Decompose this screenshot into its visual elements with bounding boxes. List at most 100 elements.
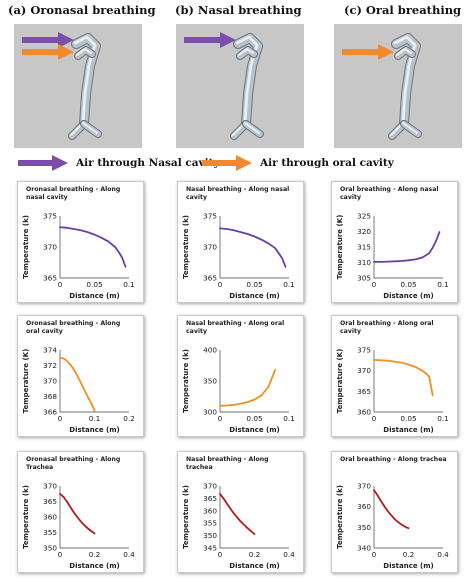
temperature-series-line	[59, 492, 96, 535]
chart-title: cavity	[186, 328, 207, 335]
y-tick-label: 368	[43, 392, 57, 401]
chart-axes	[373, 216, 443, 279]
chart-axes	[59, 350, 129, 413]
x-axis-label: Distance (m)	[229, 562, 279, 570]
x-tick-label: 0.2	[123, 414, 135, 423]
x-axis-label: Distance (m)	[69, 426, 119, 434]
x-tick-label: 0.05	[246, 414, 262, 423]
chart-axes	[219, 350, 289, 413]
chart-title: Trachea	[26, 464, 53, 471]
x-axis-label: Distance (m)	[229, 292, 279, 300]
temperature-series-line	[59, 226, 127, 268]
y-tick-label: 400	[203, 346, 217, 355]
legend-item-nasal: Air through Nasal cavity	[18, 154, 220, 172]
y-axis-label: Temperature (K)	[336, 215, 344, 280]
y-axis-label: Temperature (k)	[22, 485, 30, 549]
x-tick-label: 0.1	[437, 414, 449, 423]
x-axis-label: Distance (m)	[383, 562, 433, 570]
airway-model-oral	[334, 24, 462, 148]
x-tick-label: 0.1	[283, 280, 295, 289]
airway-model-drawing	[334, 24, 462, 148]
legend-item-oral: Air through oral cavity	[202, 154, 394, 172]
orange-arrow-icon	[202, 155, 252, 171]
y-tick-label: 365	[203, 274, 217, 283]
y-tick-label: 305	[357, 274, 371, 283]
x-tick-label: 0.1	[89, 414, 101, 423]
y-tick-label: 360	[43, 513, 57, 522]
y-axis-label: Temperature (k)	[22, 215, 30, 279]
chart-axes	[373, 486, 443, 549]
chart-title: oral cavity	[26, 328, 63, 335]
legend-nasal-arrow-shaft	[18, 160, 54, 166]
chart-title: cavity	[340, 328, 361, 335]
y-axis-label: Temperature (k)	[182, 349, 190, 413]
legend-oral-arrow-head	[236, 155, 252, 171]
chart-title: cavity	[186, 194, 207, 201]
y-tick-label: 355	[203, 519, 217, 528]
x-tick-label: 0.2	[403, 550, 415, 559]
x-tick-label: 0	[58, 280, 63, 289]
chart-panel-nasal-trachea: Nasal breathing - Along trachea 345 350 355 3…	[177, 451, 304, 573]
y-tick-label: 325	[357, 212, 371, 221]
chart-title: Oral breathing - Along trachea	[340, 456, 447, 463]
temperature-series-line	[219, 493, 256, 535]
legend-nasal-arrow-head	[52, 155, 68, 171]
y-tick-label: 300	[203, 408, 217, 417]
oral-airflow-arrow-icon	[22, 44, 74, 60]
x-tick-label: 0.1	[437, 280, 449, 289]
x-tick-label: 0	[372, 414, 377, 423]
temperature-series-line	[373, 231, 441, 263]
column-title-nasal: (b) Nasal breathing	[175, 3, 302, 17]
x-axis-label: Distance (m)	[383, 292, 433, 300]
airway-model-oronasal	[14, 24, 142, 148]
chart-title: cavity	[340, 194, 361, 201]
chart-axes	[219, 216, 289, 279]
chart-axes	[59, 486, 129, 549]
chart-title: Oronasal breathing - Along	[26, 186, 120, 193]
chart-axes	[59, 216, 129, 279]
y-tick-label: 315	[357, 243, 371, 252]
chart-title: Oronasal breathing - Along	[26, 456, 120, 463]
x-tick-label: 0.05	[400, 414, 416, 423]
temperature-series-line	[219, 227, 287, 268]
x-tick-label: 0.05	[400, 280, 416, 289]
y-axis-label: Temperature (K)	[22, 349, 30, 414]
x-tick-label: 0	[218, 414, 223, 423]
y-axis-label: Temperature (k)	[182, 215, 190, 279]
chart-axes	[373, 350, 443, 413]
y-tick-label: 375	[43, 212, 57, 221]
chart-panel-oral-trachea: Oral breathing - Along trachea 340 350 360 3…	[331, 451, 458, 573]
chart-title: Oral breathing - Along oral	[340, 320, 434, 327]
y-tick-label: 365	[203, 494, 217, 503]
chart-panel-oral-nasal-cavity: Oral breathing - Along nasal cavity 305 310…	[331, 181, 458, 303]
x-axis-label: Distance (m)	[383, 426, 433, 434]
chart-panel-oronasal-oral-cavity: Oronasal breathing - Along oral cavity 366…	[17, 315, 144, 437]
x-tick-label: 0.4	[123, 550, 135, 559]
x-tick-label: 0	[58, 414, 63, 423]
oral-airflow-arrow-icon	[342, 44, 394, 60]
chart-title: Nasal breathing - Along	[186, 456, 269, 463]
chart-title: trachea	[186, 464, 213, 471]
chart-title: Oral breathing - Along nasal	[340, 186, 439, 193]
chart-panel-nasal-nasal-cavity: Nasal breathing - Along nasal cavity 365 37…	[177, 181, 304, 303]
y-tick-label: 350	[357, 523, 371, 532]
y-tick-label: 370	[203, 482, 217, 491]
y-tick-label: 340	[357, 544, 371, 553]
y-tick-label: 360	[203, 506, 217, 515]
nasal-airflow-arrow-icon	[184, 32, 236, 48]
chart-axes	[219, 486, 289, 549]
temperature-series-line	[219, 368, 277, 407]
y-tick-label: 375	[357, 346, 371, 355]
x-tick-label: 0.2	[249, 550, 261, 559]
x-tick-label: 0.4	[437, 550, 449, 559]
x-tick-label: 0	[218, 550, 223, 559]
legend-label-nasal: Air through Nasal cavity	[76, 157, 220, 169]
x-tick-label: 0.05	[86, 280, 102, 289]
